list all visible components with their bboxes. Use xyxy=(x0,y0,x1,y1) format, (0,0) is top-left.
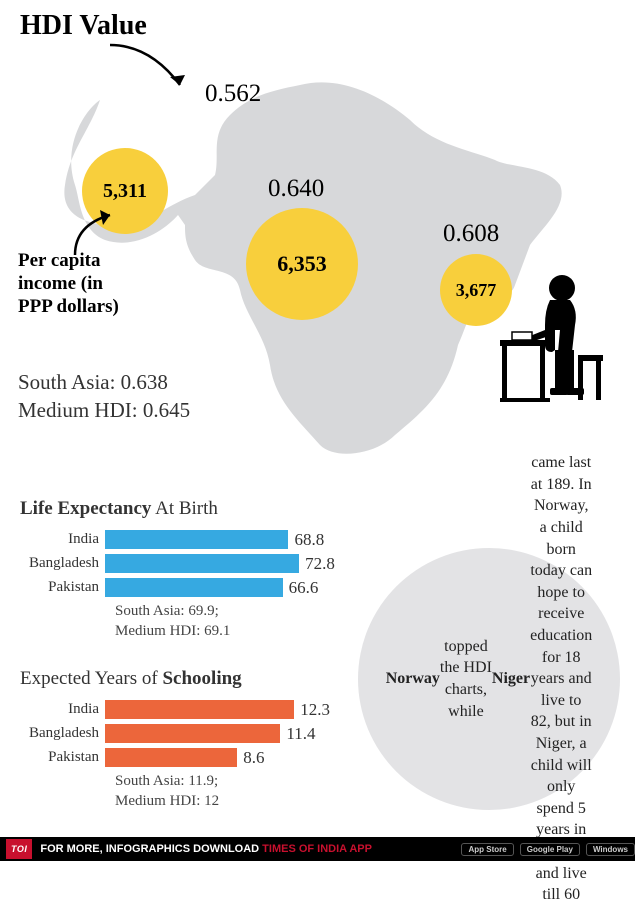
bar-value: 68.8 xyxy=(288,530,324,549)
bar-label: Pakistan xyxy=(20,579,105,596)
regional-values: South Asia: 0.638 Medium HDI: 0.645 xyxy=(18,368,190,425)
footer-text: FOR MORE, INFOGRAPHICS DOWNLOAD TIMES OF… xyxy=(40,843,372,855)
store-badge[interactable]: Windows xyxy=(586,843,635,856)
bar-fill xyxy=(105,554,299,573)
bar-row: Pakistan 8.6 xyxy=(20,746,360,768)
schooling-chart-title: Expected Years of Schooling xyxy=(20,668,360,690)
store-badge[interactable]: App Store xyxy=(461,843,513,856)
bar-fill xyxy=(105,724,280,743)
arrow-hdi-icon xyxy=(100,40,200,100)
pakistan-hdi-label: 0.562 xyxy=(205,80,261,108)
bar-value: 12.3 xyxy=(294,700,330,719)
schooling-chart-bars: India 12.3 Bangladesh 11.4 Pakistan 8.6 xyxy=(20,698,360,768)
life-expectancy-chart: Life Expectancy At Birth India 68.8 Bangla… xyxy=(20,498,360,641)
toi-logo: TOI xyxy=(6,839,32,859)
bar-fill xyxy=(105,748,237,767)
bar-row: Bangladesh 11.4 xyxy=(20,722,360,744)
bar-label: Bangladesh xyxy=(20,555,105,572)
bar-value: 11.4 xyxy=(280,724,315,743)
footer-bar: TOI FOR MORE, INFOGRAPHICS DOWNLOAD TIME… xyxy=(0,837,635,861)
india-hdi-label: 0.640 xyxy=(268,175,324,203)
india-income-bubble: 6,353 xyxy=(246,208,358,320)
schooling-chart-footnote: South Asia: 11.9; Medium HDI: 12 xyxy=(115,772,360,811)
income-annotation: Per capita income (in PPP dollars) xyxy=(18,250,119,318)
bar-value: 72.8 xyxy=(299,554,335,573)
bar-fill xyxy=(105,700,294,719)
bar-row: India 12.3 xyxy=(20,698,360,720)
bar-label: India xyxy=(20,531,105,548)
bar-row: Pakistan 66.6 xyxy=(20,576,360,598)
bangladesh-hdi-label: 0.608 xyxy=(443,220,499,248)
life-chart-title: Life Expectancy At Birth xyxy=(20,498,360,520)
student-desk-icon xyxy=(500,270,620,410)
bar-fill xyxy=(105,530,288,549)
schooling-chart: Expected Years of Schooling India 12.3 Ban… xyxy=(20,668,360,811)
bar-label: Pakistan xyxy=(20,749,105,766)
hdi-value-title: HDI Value xyxy=(20,10,147,42)
store-badge[interactable]: Google Play xyxy=(520,843,580,856)
map-section: HDI Value 0.562 0.640 0.608 5,311 6,353 … xyxy=(10,10,625,460)
bar-label: Bangladesh xyxy=(20,725,105,742)
bar-fill xyxy=(105,578,283,597)
norway-niger-callout: Norway topped the HDI charts, while Nige… xyxy=(358,548,620,810)
bar-value: 8.6 xyxy=(237,748,264,767)
life-chart-bars: India 68.8 Bangladesh 72.8 Pakistan 66.6 xyxy=(20,528,360,598)
bar-row: India 68.8 xyxy=(20,528,360,550)
life-chart-footnote: South Asia: 69.9; Medium HDI: 69.1 xyxy=(115,602,360,641)
bar-label: India xyxy=(20,701,105,718)
footer-badges: App Store Google Play Windows xyxy=(455,843,635,855)
bar-row: Bangladesh 72.8 xyxy=(20,552,360,574)
bar-value: 66.6 xyxy=(283,578,319,597)
